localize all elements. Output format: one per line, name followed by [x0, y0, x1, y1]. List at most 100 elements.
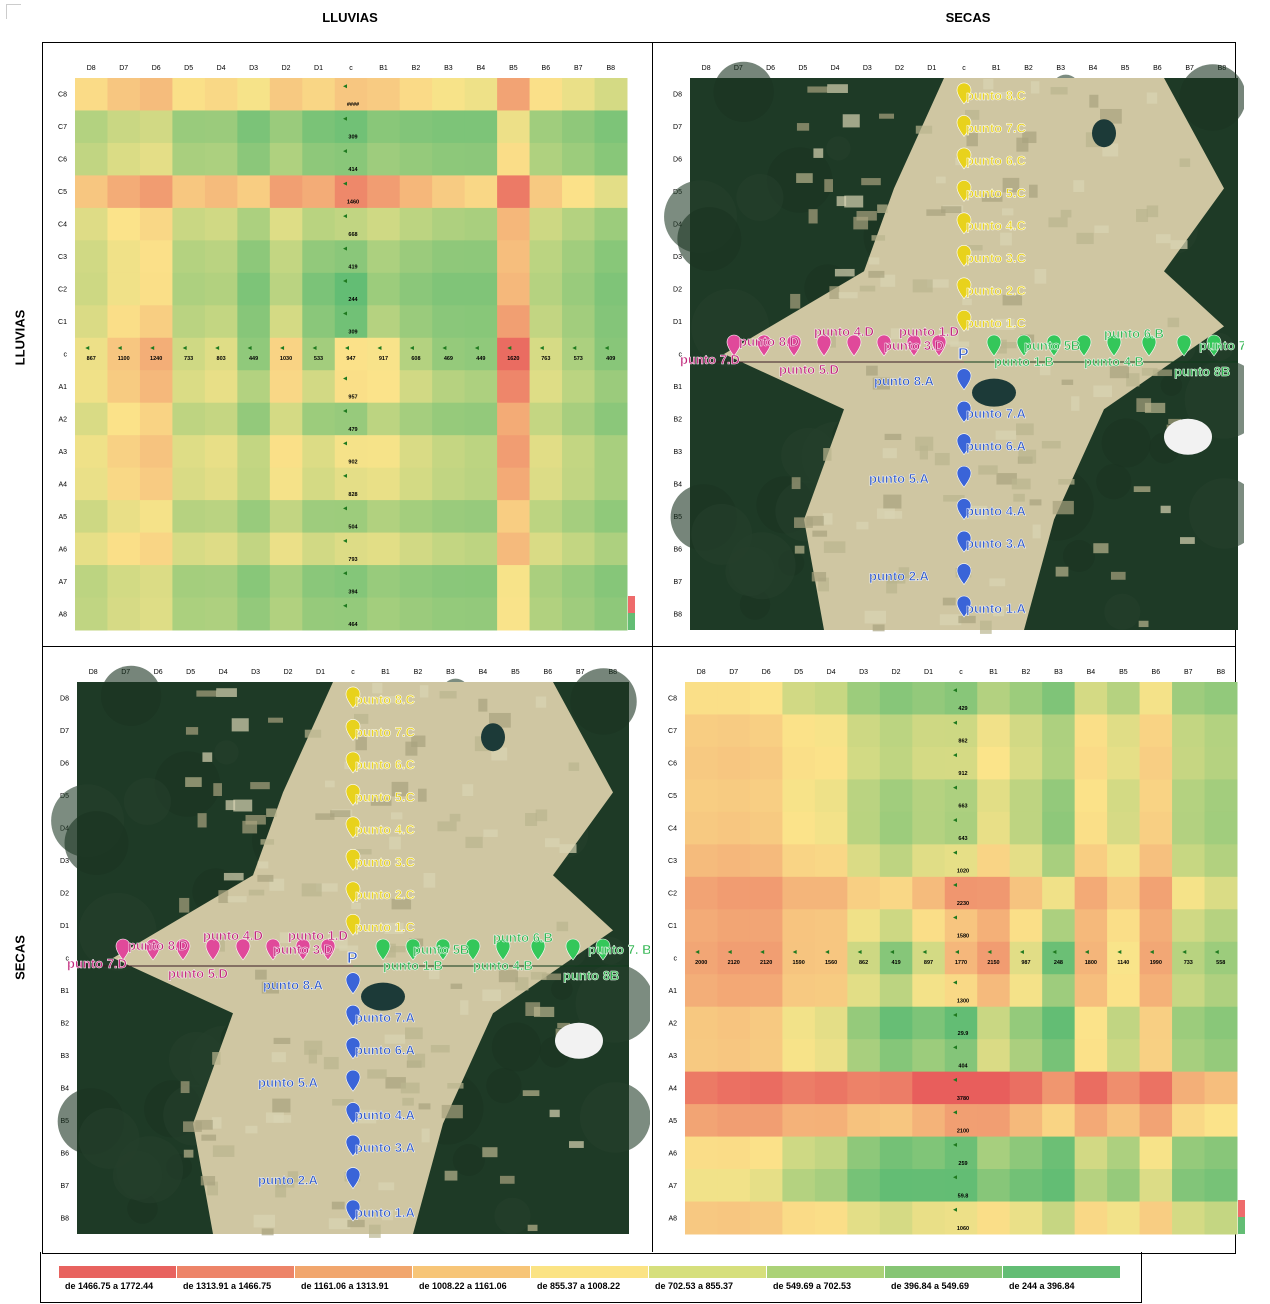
heatmap-cell	[977, 1104, 1011, 1138]
sand-patch	[525, 812, 538, 826]
x-axis-label: D5	[186, 669, 195, 676]
heatmap-cell	[814, 941, 848, 975]
heatmap-cell	[717, 1136, 751, 1170]
sand-patch	[428, 968, 440, 980]
y-axis-label: C2	[668, 891, 677, 898]
sand-patch	[1073, 180, 1085, 193]
sand-patch	[405, 1027, 423, 1040]
heatmap-cell	[497, 565, 531, 599]
heatmap-cell	[1042, 779, 1076, 813]
y-axis-label: B6	[673, 546, 682, 553]
sand-patch	[936, 176, 946, 184]
heatmap-cell	[432, 272, 466, 306]
sand-patch	[197, 813, 207, 828]
heatmap-cell	[879, 1169, 913, 1203]
heatmap-cell	[879, 746, 913, 780]
heatmap-cell	[529, 142, 563, 176]
heatmap-cell	[977, 682, 1011, 715]
green-pin-icon	[1016, 334, 1032, 357]
point-label-c: punto 2.C	[966, 283, 1027, 298]
sand-patch	[813, 148, 824, 158]
horizontal-value-label: 947	[346, 356, 355, 362]
forest-texture	[214, 740, 239, 765]
heatmap-cell	[432, 240, 466, 274]
point-label-c: punto 5.C	[355, 789, 416, 804]
y-axis-label: A7	[668, 1183, 677, 1190]
heatmap-cell	[172, 467, 206, 501]
heatmap-cell	[1172, 1169, 1206, 1203]
heatmap-cell	[1009, 1169, 1043, 1203]
row-header-secas: SECAS	[12, 935, 28, 980]
heatmap-cell	[879, 909, 913, 943]
sample-marker	[343, 603, 347, 608]
sand-patch	[268, 717, 284, 723]
horizontal-value-label: 763	[541, 356, 550, 362]
sand-patch	[1138, 620, 1149, 628]
sand-patch	[1089, 94, 1099, 108]
y-axis-label: D8	[60, 696, 69, 703]
yellow-pin-icon	[345, 913, 361, 936]
heatmap-cell	[172, 110, 206, 144]
y-axis-label: A6	[668, 1150, 677, 1157]
vertical-value-label: 414	[348, 167, 358, 173]
sand-patch	[308, 1049, 317, 1064]
heatmap-cell	[172, 78, 206, 111]
heatmap-cell	[782, 1169, 816, 1203]
sample-marker	[987, 950, 992, 954]
heatmap-cell	[594, 500, 628, 534]
sand-patch	[1180, 537, 1195, 544]
sand-patch	[418, 788, 427, 802]
sand-patch	[253, 1214, 275, 1228]
sand-patch	[1011, 478, 1031, 490]
sample-marker	[825, 950, 830, 954]
y-axis-label: c	[674, 956, 678, 963]
sand-patch	[1155, 234, 1171, 244]
blue-pin-icon	[956, 400, 972, 423]
heatmap-cell	[1042, 1104, 1076, 1138]
heatmap-cell	[1107, 1136, 1141, 1170]
heatmap-cell	[497, 402, 531, 436]
heatmap-cell	[75, 565, 108, 599]
heatmap-cell	[172, 207, 206, 241]
forest-texture	[1160, 374, 1183, 396]
heatmap-cell	[912, 714, 946, 748]
heatmap-cell	[367, 272, 401, 306]
heatmap-cell	[1204, 941, 1238, 975]
x-axis-label: D4	[217, 65, 226, 72]
heatmap-cell	[139, 337, 173, 371]
sand-patch	[212, 1052, 221, 1065]
heatmap-cell	[75, 500, 108, 534]
forest-texture	[452, 1144, 485, 1177]
heatmap-cell	[717, 811, 751, 845]
vertical-value-label: 479	[348, 427, 357, 433]
heatmap-cell	[782, 746, 816, 780]
sand-patch	[180, 1081, 190, 1094]
heatmap-cell	[562, 532, 596, 566]
sand-patch	[978, 465, 998, 475]
heatmap-cell	[594, 110, 628, 144]
heatmap-cell	[107, 337, 141, 371]
heatmap-cell	[497, 305, 531, 339]
heatmap-cell	[334, 337, 368, 371]
heatmap-cell	[1172, 1071, 1206, 1105]
pink-pin-icon	[265, 938, 281, 961]
y-axis-label: B4	[60, 1085, 69, 1092]
heatmap-cell	[432, 175, 466, 209]
heatmap-cell	[204, 78, 238, 111]
heatmap-cell	[432, 78, 466, 111]
point-label-b: punto 4.B	[473, 958, 533, 973]
heatmap-cell	[1042, 909, 1076, 943]
heatmap-cell	[237, 142, 271, 176]
heatmap-cell	[562, 435, 596, 469]
sand-patch	[966, 133, 978, 147]
point-label-d: punto 4.D	[814, 324, 874, 339]
sand-patch	[871, 235, 886, 241]
heatmap-cell	[302, 402, 336, 436]
sample-marker	[343, 376, 347, 381]
sand-patch	[1061, 379, 1074, 385]
heatmap-cell	[814, 974, 848, 1008]
heatmap-cell	[977, 1201, 1011, 1235]
heatmap-cell	[562, 78, 596, 111]
y-axis-label: A3	[58, 449, 67, 456]
heatmap-cell	[782, 876, 816, 910]
